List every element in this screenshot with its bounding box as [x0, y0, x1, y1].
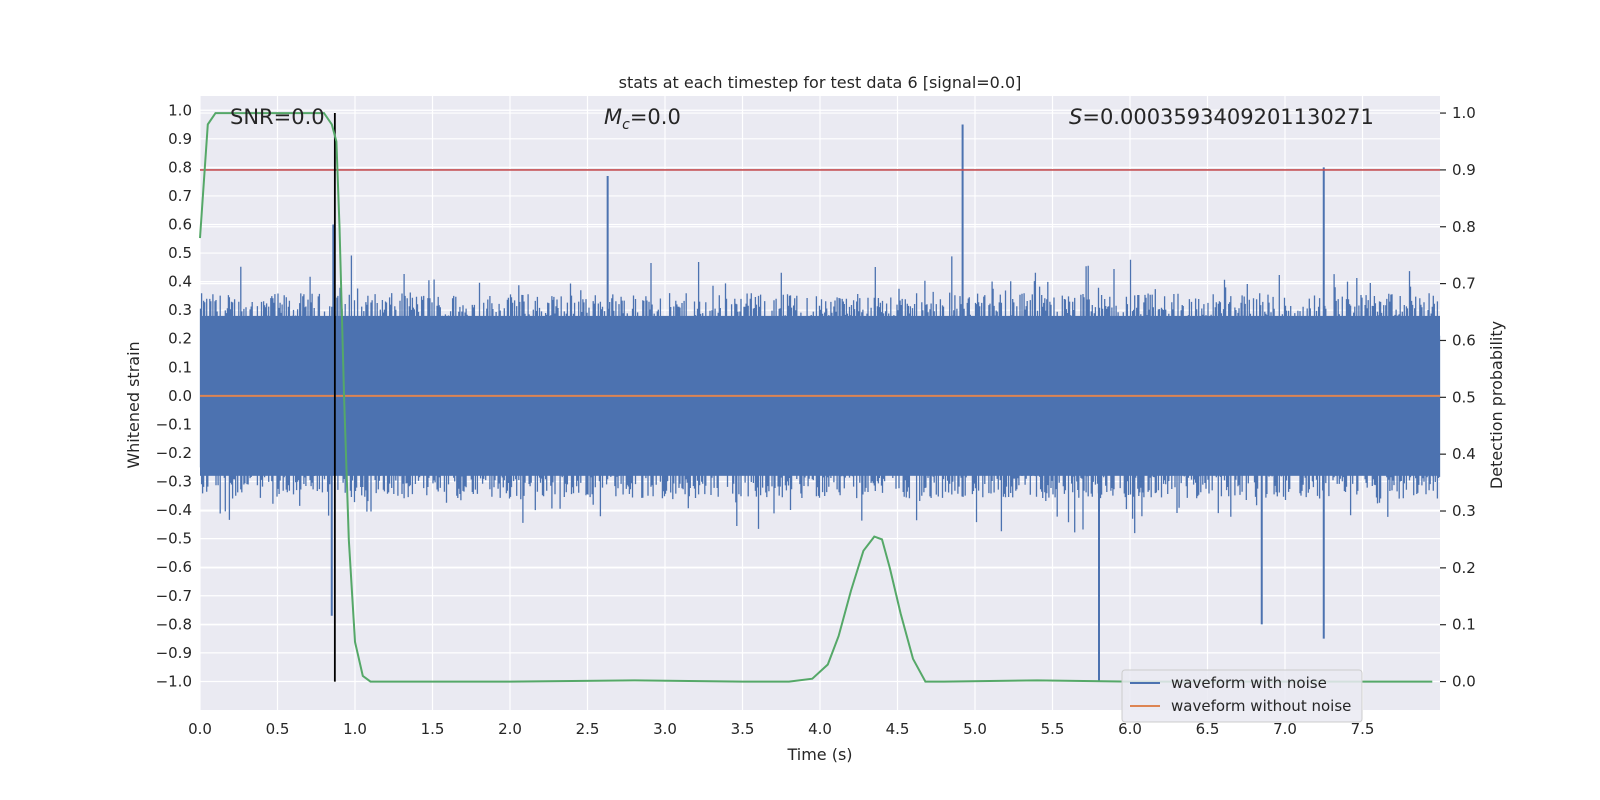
y-right-tick-label: 0.6 [1452, 331, 1476, 349]
y-right-tick-label: 0.2 [1452, 559, 1476, 577]
y-tick-label: −0.8 [156, 615, 192, 633]
legend: waveform with noise waveform without noi… [1121, 669, 1363, 723]
s-annotation: S=0.0003593409201130271 [1069, 105, 1374, 129]
y-tick-label: −0.2 [156, 444, 192, 462]
x-tick-label: 0.5 [266, 720, 290, 738]
x-tick-label: 5.5 [1041, 720, 1065, 738]
y-axis-ticks: 1.0 0.9 0.8 0.7 0.6 0.5 0.4 0.3 0.2 0.1 0.0 −0.1 −0.… [156, 101, 192, 690]
y-tick-label: 0.4 [168, 273, 192, 291]
y-tick-label: −0.1 [156, 415, 192, 433]
y-right-axis-ticks: 1.0 0.9 0.8 0.7 0.6 0.5 0.4 0.3 0.2 0.1 0.0 [1440, 104, 1476, 691]
legend-label-noise: waveform with noise [1171, 674, 1327, 692]
y-axis-label: Whitened strain [124, 341, 143, 468]
y-tick-label: −0.5 [156, 530, 192, 548]
x-tick-label: 6.0 [1118, 720, 1142, 738]
y-tick-label: 0.0 [168, 387, 192, 405]
x-tick-label: 4.5 [886, 720, 910, 738]
x-tick-label: 3.5 [731, 720, 755, 738]
y-tick-label: −0.9 [156, 644, 192, 662]
y-tick-label: −0.3 [156, 473, 192, 491]
y-tick-label: −0.7 [156, 587, 192, 605]
y-right-tick-label: 0.8 [1452, 218, 1476, 236]
y-tick-label: 0.1 [168, 358, 192, 376]
x-tick-label: 6.5 [1196, 720, 1220, 738]
y-right-tick-label: 0.1 [1452, 616, 1476, 634]
y-right-tick-label: 0.0 [1452, 673, 1476, 691]
y-tick-label: 1.0 [168, 101, 192, 119]
snr-annotation: SNR=0.0 [230, 105, 325, 129]
y-tick-label: −0.6 [156, 558, 192, 576]
x-tick-label: 1.5 [421, 720, 445, 738]
legend-label-clean: waveform without noise [1171, 697, 1351, 715]
y-right-tick-label: 0.9 [1452, 161, 1476, 179]
x-tick-label: 0.0 [188, 720, 212, 738]
y-tick-label: 0.5 [168, 244, 192, 262]
x-tick-label: 2.0 [498, 720, 522, 738]
x-axis-ticks: 0.0 0.5 1.0 1.5 2.0 2.5 3.0 3.5 4.0 4.5 5.0 5.5 6.0 6… [188, 720, 1374, 738]
x-tick-label: 5.0 [963, 720, 987, 738]
chart-title: stats at each timestep for test data 6 [… [619, 73, 1022, 92]
y-tick-label: 0.8 [168, 158, 192, 176]
chirp-mass-annotation: Mc=0.0 [604, 105, 681, 133]
x-axis-label: Time (s) [786, 745, 852, 764]
y-right-tick-label: 0.7 [1452, 275, 1476, 293]
y-tick-label: −1.0 [156, 672, 192, 690]
x-tick-label: 1.0 [343, 720, 367, 738]
y-tick-label: −0.4 [156, 501, 192, 519]
y-right-axis-label: Detection probability [1487, 321, 1506, 489]
y-tick-label: 0.7 [168, 187, 192, 205]
y-right-tick-label: 0.4 [1452, 445, 1476, 463]
legend-box [1121, 669, 1363, 723]
x-tick-label: 2.5 [576, 720, 600, 738]
x-tick-label: 4.0 [808, 720, 832, 738]
y-tick-label: 0.2 [168, 330, 192, 348]
x-tick-label: 3.0 [653, 720, 677, 738]
y-right-tick-label: 0.5 [1452, 388, 1476, 406]
x-tick-label: 7.0 [1273, 720, 1297, 738]
y-tick-label: 0.6 [168, 216, 192, 234]
x-tick-label: 7.5 [1351, 720, 1375, 738]
y-right-tick-label: 0.3 [1452, 502, 1476, 520]
y-right-tick-label: 1.0 [1452, 104, 1476, 122]
y-tick-label: 0.9 [168, 130, 192, 148]
detection-probability-series [199, 112, 1433, 683]
y-tick-label: 0.3 [168, 301, 192, 319]
